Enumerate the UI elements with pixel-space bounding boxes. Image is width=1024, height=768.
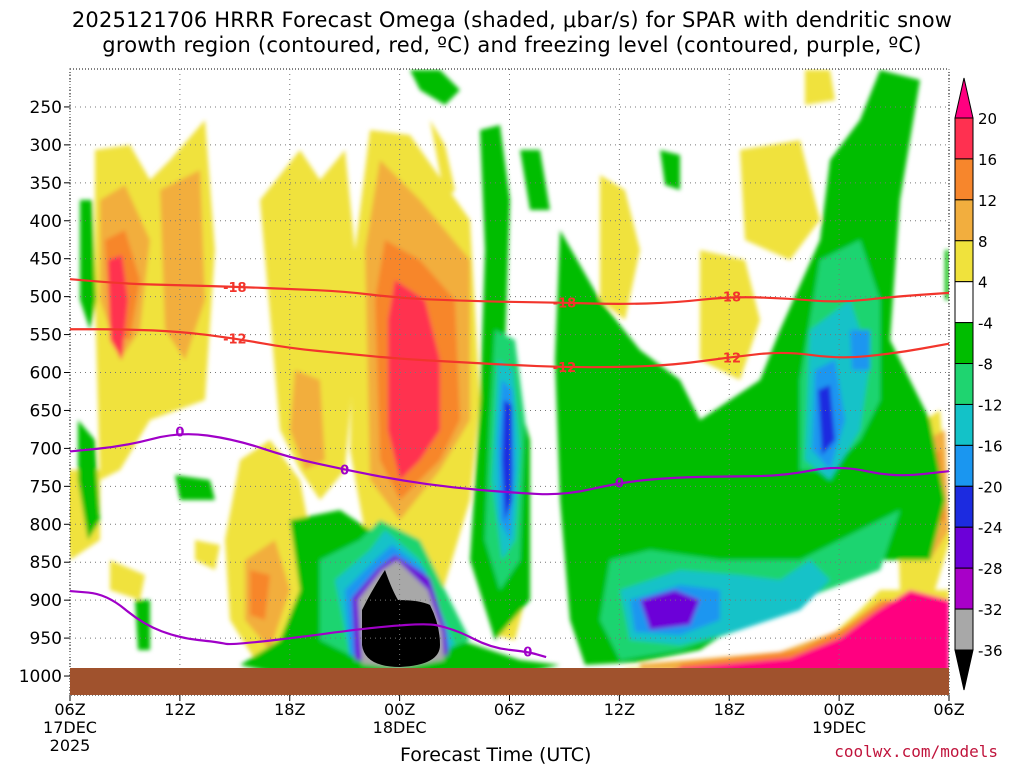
colorbar-label: 16 [978,151,997,169]
contour-lines: -18 -18 -18 -12 -12 -12 0 0 0 0 [70,278,949,661]
y-tick-label: 600 [30,364,62,384]
x-tick-label: 06Z [54,700,85,719]
y-tick-label: 550 [30,326,62,346]
contour-label: -12 [553,361,577,376]
contour-label: -12 [223,332,247,347]
colorbar-label: -8 [978,356,993,374]
colorbar-swatch [954,199,974,242]
x-tick-label: 18Z [274,700,305,719]
colorbar-label: -28 [978,560,1003,578]
y-tick-label: 750 [30,477,62,497]
colorbar-swatch [954,240,974,283]
colorbar-swatch [954,608,974,651]
x-tick-year-label: 2025 [50,736,91,755]
x-tick-date-label: 18DEC [373,718,427,737]
colorbar-label: -20 [978,478,1003,496]
y-tick-label: 1000 [19,667,62,687]
x-tick-label: 00Z [823,700,854,719]
contour-label: -18 [718,291,742,306]
contour-line [70,328,949,369]
x-tick-label: 12Z [604,700,635,719]
colorbar: 20 16 12 8 4 -4 -8 -12 -16 -20 -24 -28 -32 -36 [954,77,1003,691]
y-tick-label: 800 [30,515,62,535]
chart-title-line-1: 2025121706 HRRR Forecast Omega (shaded, … [71,8,953,32]
y-tick-label: 850 [30,553,62,573]
chart-title-line-2: growth region (contoured, red, ºC) and f… [102,33,922,57]
contour-label: 0 [175,426,184,441]
colorbar-label: 8 [978,233,988,251]
contour-label: -18 [223,281,247,296]
colorbar-bottom-arrow [954,649,974,691]
omega-shading [70,70,949,672]
colorbar-swatch [954,363,974,405]
colorbar-swatch [954,403,974,446]
contour-line [70,278,949,305]
x-tick-label: 06Z [494,700,525,719]
contour-label: 0 [523,646,532,661]
colorbar-label: 20 [978,110,997,128]
colorbar-swatch [954,158,974,201]
y-tick-label: 650 [30,401,62,421]
colorbar-swatch [954,485,974,528]
y-tick-label: 500 [30,288,62,308]
contour-label: -18 [553,297,577,312]
colorbar-swatch [954,444,974,487]
y-tick-label: 950 [30,629,62,649]
y-tick-label: 250 [30,98,62,118]
colorbar-swatch [954,322,974,365]
colorbar-label: -4 [978,315,993,333]
colorbar-swatch [954,567,974,610]
colorbar-label: 12 [978,192,997,210]
colorbar-label: 4 [978,274,988,292]
colorbar-swatch [954,281,974,324]
contour-label: 0 [340,464,349,479]
surface-terrain [70,668,949,695]
x-tick-label: 12Z [164,700,195,719]
contour-label: 0 [615,477,624,492]
x-tick-label: 00Z [384,700,415,719]
colorbar-swatch [954,117,974,160]
contour-line [70,433,949,496]
colorbar-label: -12 [978,396,1003,414]
y-tick-label: 300 [30,136,62,156]
y-tick-label: 400 [30,212,62,232]
contour-label: -12 [718,351,742,366]
y-tick-label: 450 [30,250,62,270]
x-tick-date-label: 19DEC [812,718,866,737]
y-tick-label: 700 [30,439,62,459]
contour-line [70,589,547,659]
credit-link[interactable]: coolwx.com/models [834,742,998,761]
colorbar-top-arrow [954,77,974,119]
colorbar-label: -24 [978,519,1003,537]
x-axis-title: Forecast Time (UTC) [400,744,592,766]
colorbar-label: -32 [978,601,1003,619]
colorbar-label: -16 [978,437,1003,455]
x-tick-date-label: 17DEC [43,718,97,737]
y-tick-label: 350 [30,174,62,194]
colorbar-swatch [954,526,974,569]
colorbar-label: -36 [978,642,1003,660]
y-axis: 250 300 350 400 450 500 550 600 650 700 750 800 850 9… [19,98,70,687]
x-tick-label: 18Z [714,700,745,719]
x-tick-label: 06Z [933,700,964,719]
y-tick-label: 900 [30,591,62,611]
